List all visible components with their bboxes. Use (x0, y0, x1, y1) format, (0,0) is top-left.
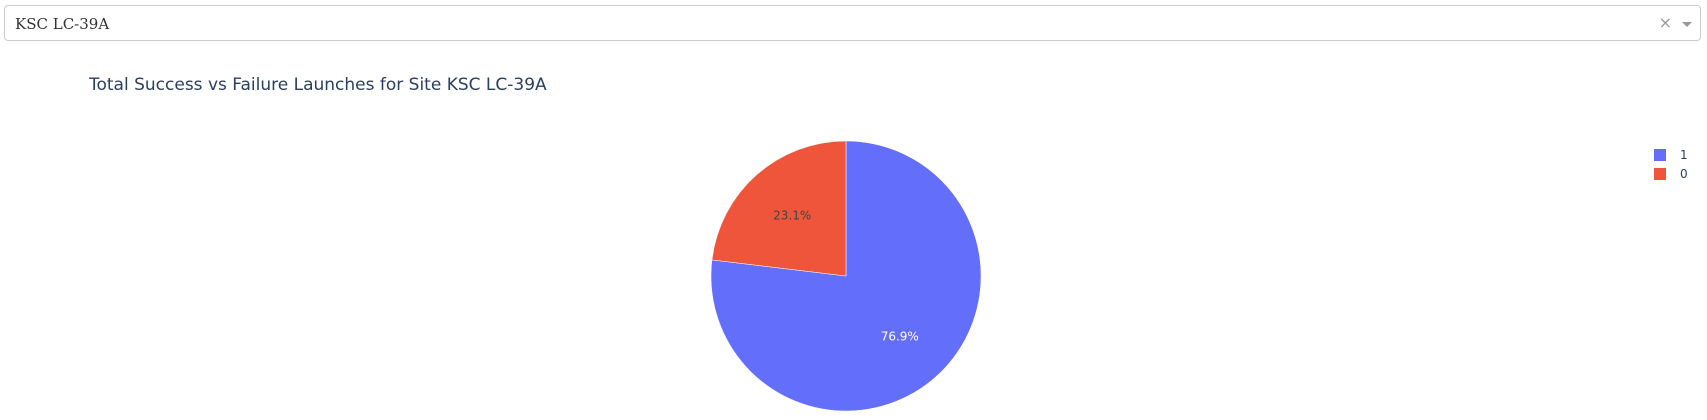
legend-swatch-0[interactable] (1654, 168, 1666, 180)
chevron-down-icon[interactable] (1682, 22, 1692, 27)
pie-slice-0[interactable] (711, 140, 847, 277)
legend-label-1[interactable]: 1 (1680, 148, 1688, 162)
pie-slice-label-1: 76.9% (881, 330, 919, 344)
legend: 10 (1654, 148, 1688, 181)
legend-label-0[interactable]: 0 (1680, 167, 1688, 181)
dropdown-selected-value: KSC LC-39A (15, 15, 110, 33)
site-dropdown[interactable]: KSC LC-39A × (4, 5, 1701, 41)
pie-slice-labels: 76.9% 23.1% (773, 208, 919, 343)
chart-title: Total Success vs Failure Launches for Si… (89, 75, 547, 95)
clear-icon[interactable]: × (1658, 13, 1672, 32)
legend-swatch-1[interactable] (1654, 149, 1666, 161)
pie-slices (710, 140, 982, 412)
pie-slice-label-0: 23.1% (773, 208, 811, 222)
